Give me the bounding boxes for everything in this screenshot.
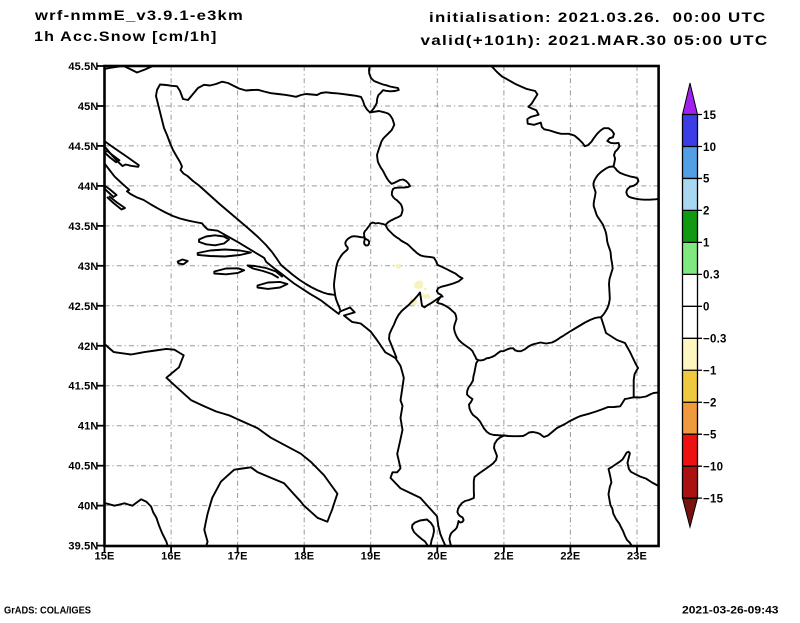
- svg-text:40.5N: 40.5N: [68, 461, 98, 473]
- svg-text:2021-03-26-09:43: 2021-03-26-09:43: [682, 605, 779, 617]
- svg-text:15: 15: [703, 110, 717, 122]
- svg-text:−10: −10: [703, 462, 723, 474]
- svg-text:5: 5: [703, 174, 710, 186]
- svg-text:45.5N: 45.5N: [68, 61, 98, 73]
- svg-text:45N: 45N: [78, 101, 99, 113]
- svg-text:15E: 15E: [94, 551, 114, 563]
- svg-text:0.3: 0.3: [703, 270, 720, 282]
- svg-text:valid(+101h): 2021.MAR.30 05:0: valid(+101h): 2021.MAR.30 05:00 UTC: [421, 33, 769, 48]
- svg-text:39.5N: 39.5N: [68, 541, 98, 553]
- svg-text:−1: −1: [703, 366, 717, 378]
- svg-text:44N: 44N: [78, 181, 99, 193]
- svg-text:44.5N: 44.5N: [68, 141, 98, 153]
- svg-text:42N: 42N: [78, 341, 99, 353]
- svg-text:1h Acc.Snow [cm/1h]: 1h Acc.Snow [cm/1h]: [34, 29, 218, 44]
- svg-text:23E: 23E: [627, 551, 647, 563]
- svg-text:wrf-nmmE_v3.9.1-e3km: wrf-nmmE_v3.9.1-e3km: [34, 8, 244, 23]
- svg-text:−2: −2: [703, 398, 717, 410]
- svg-text:43.5N: 43.5N: [68, 221, 98, 233]
- svg-text:16E: 16E: [161, 551, 181, 563]
- svg-text:10: 10: [703, 142, 716, 154]
- svg-text:initialisation: 2021.03.26. 0: initialisation: 2021.03.26. 00:00 UTC: [429, 10, 767, 25]
- svg-text:−0.3: −0.3: [703, 334, 727, 346]
- svg-text:41N: 41N: [78, 421, 99, 433]
- svg-text:0: 0: [703, 302, 710, 314]
- svg-text:22E: 22E: [560, 551, 580, 563]
- svg-text:GrADS: COLA/IGES: GrADS: COLA/IGES: [4, 606, 91, 617]
- svg-text:19E: 19E: [361, 551, 381, 563]
- svg-text:1: 1: [703, 238, 710, 250]
- svg-text:43N: 43N: [78, 261, 99, 273]
- svg-text:−15: −15: [703, 493, 724, 505]
- svg-text:40N: 40N: [78, 501, 99, 513]
- svg-text:41.5N: 41.5N: [68, 381, 98, 393]
- svg-text:42.5N: 42.5N: [68, 301, 98, 313]
- svg-text:21E: 21E: [494, 551, 514, 563]
- svg-text:17E: 17E: [228, 551, 248, 563]
- svg-text:2: 2: [703, 206, 710, 218]
- svg-text:−5: −5: [703, 430, 717, 442]
- svg-text:18E: 18E: [294, 551, 314, 563]
- svg-text:20E: 20E: [427, 551, 447, 563]
